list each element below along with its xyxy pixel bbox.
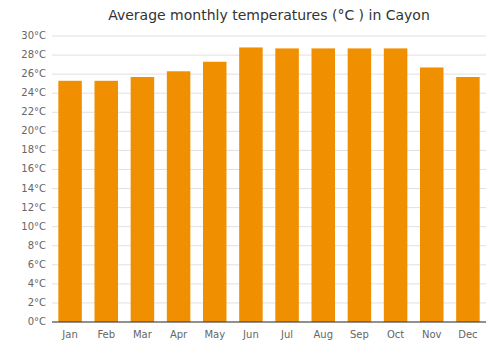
x-tick-label: Sep bbox=[350, 329, 369, 340]
y-tick-label: 6°C bbox=[28, 259, 46, 270]
y-tick-label: 10°C bbox=[21, 221, 46, 232]
y-tick-label: 30°C bbox=[21, 30, 46, 41]
x-tick-label: Nov bbox=[422, 329, 442, 340]
bar bbox=[384, 48, 408, 322]
grid-line bbox=[52, 36, 486, 37]
y-tick-label: 0°C bbox=[28, 316, 46, 327]
grid-line bbox=[52, 55, 486, 56]
y-axis: 0°C 2°C 4°C 6°C 8°C 10°C 12°C 14°C 16°C 18°C 20°C 2… bbox=[21, 30, 46, 327]
bar bbox=[94, 81, 118, 322]
bar bbox=[131, 77, 155, 322]
bar bbox=[275, 48, 299, 322]
x-axis-line bbox=[52, 322, 486, 323]
x-tick-label: Apr bbox=[170, 329, 188, 340]
y-tick-label: 26°C bbox=[21, 68, 46, 79]
x-tick-label: Aug bbox=[313, 329, 333, 340]
x-tick-label: May bbox=[204, 329, 225, 340]
y-tick-label: 12°C bbox=[21, 202, 46, 213]
bar bbox=[311, 48, 335, 322]
chart-svg: Average monthly temperatures (°C ) in Ca… bbox=[0, 0, 500, 350]
y-tick-label: 22°C bbox=[21, 106, 46, 117]
x-tick-label: Feb bbox=[97, 329, 115, 340]
y-tick-label: 18°C bbox=[21, 144, 46, 155]
title: Average monthly temperatures (°C ) in Ca… bbox=[108, 7, 430, 23]
chart-container: Average monthly temperatures (°C ) in Ca… bbox=[0, 0, 500, 350]
y-tick-label: 20°C bbox=[21, 125, 46, 136]
x-tick-label: Oct bbox=[387, 329, 404, 340]
grid bbox=[52, 36, 486, 322]
bars bbox=[58, 47, 479, 322]
y-tick-label: 2°C bbox=[28, 297, 46, 308]
y-tick-label: 4°C bbox=[28, 278, 46, 289]
y-tick-label: 16°C bbox=[21, 163, 46, 174]
bar bbox=[239, 47, 263, 322]
x-axis: Jan Feb Mar Apr May Jun Jul Aug Sep Oct Nov Dec bbox=[52, 322, 486, 340]
x-tick-label: Jul bbox=[280, 329, 293, 340]
x-tick-label: Dec bbox=[458, 329, 477, 340]
x-tick-label: Mar bbox=[133, 329, 153, 340]
y-tick-label: 24°C bbox=[21, 87, 46, 98]
y-tick-label: 28°C bbox=[21, 49, 46, 60]
x-tick-label: Jun bbox=[242, 329, 259, 340]
bar bbox=[167, 71, 191, 322]
y-tick-label: 8°C bbox=[28, 240, 46, 251]
bar bbox=[456, 77, 480, 322]
bar bbox=[203, 62, 227, 322]
bar bbox=[58, 81, 82, 322]
bar bbox=[420, 67, 444, 322]
grid-line bbox=[52, 322, 486, 323]
y-tick-label: 14°C bbox=[21, 183, 46, 194]
bar bbox=[348, 48, 372, 322]
x-tick-label: Jan bbox=[61, 329, 77, 340]
